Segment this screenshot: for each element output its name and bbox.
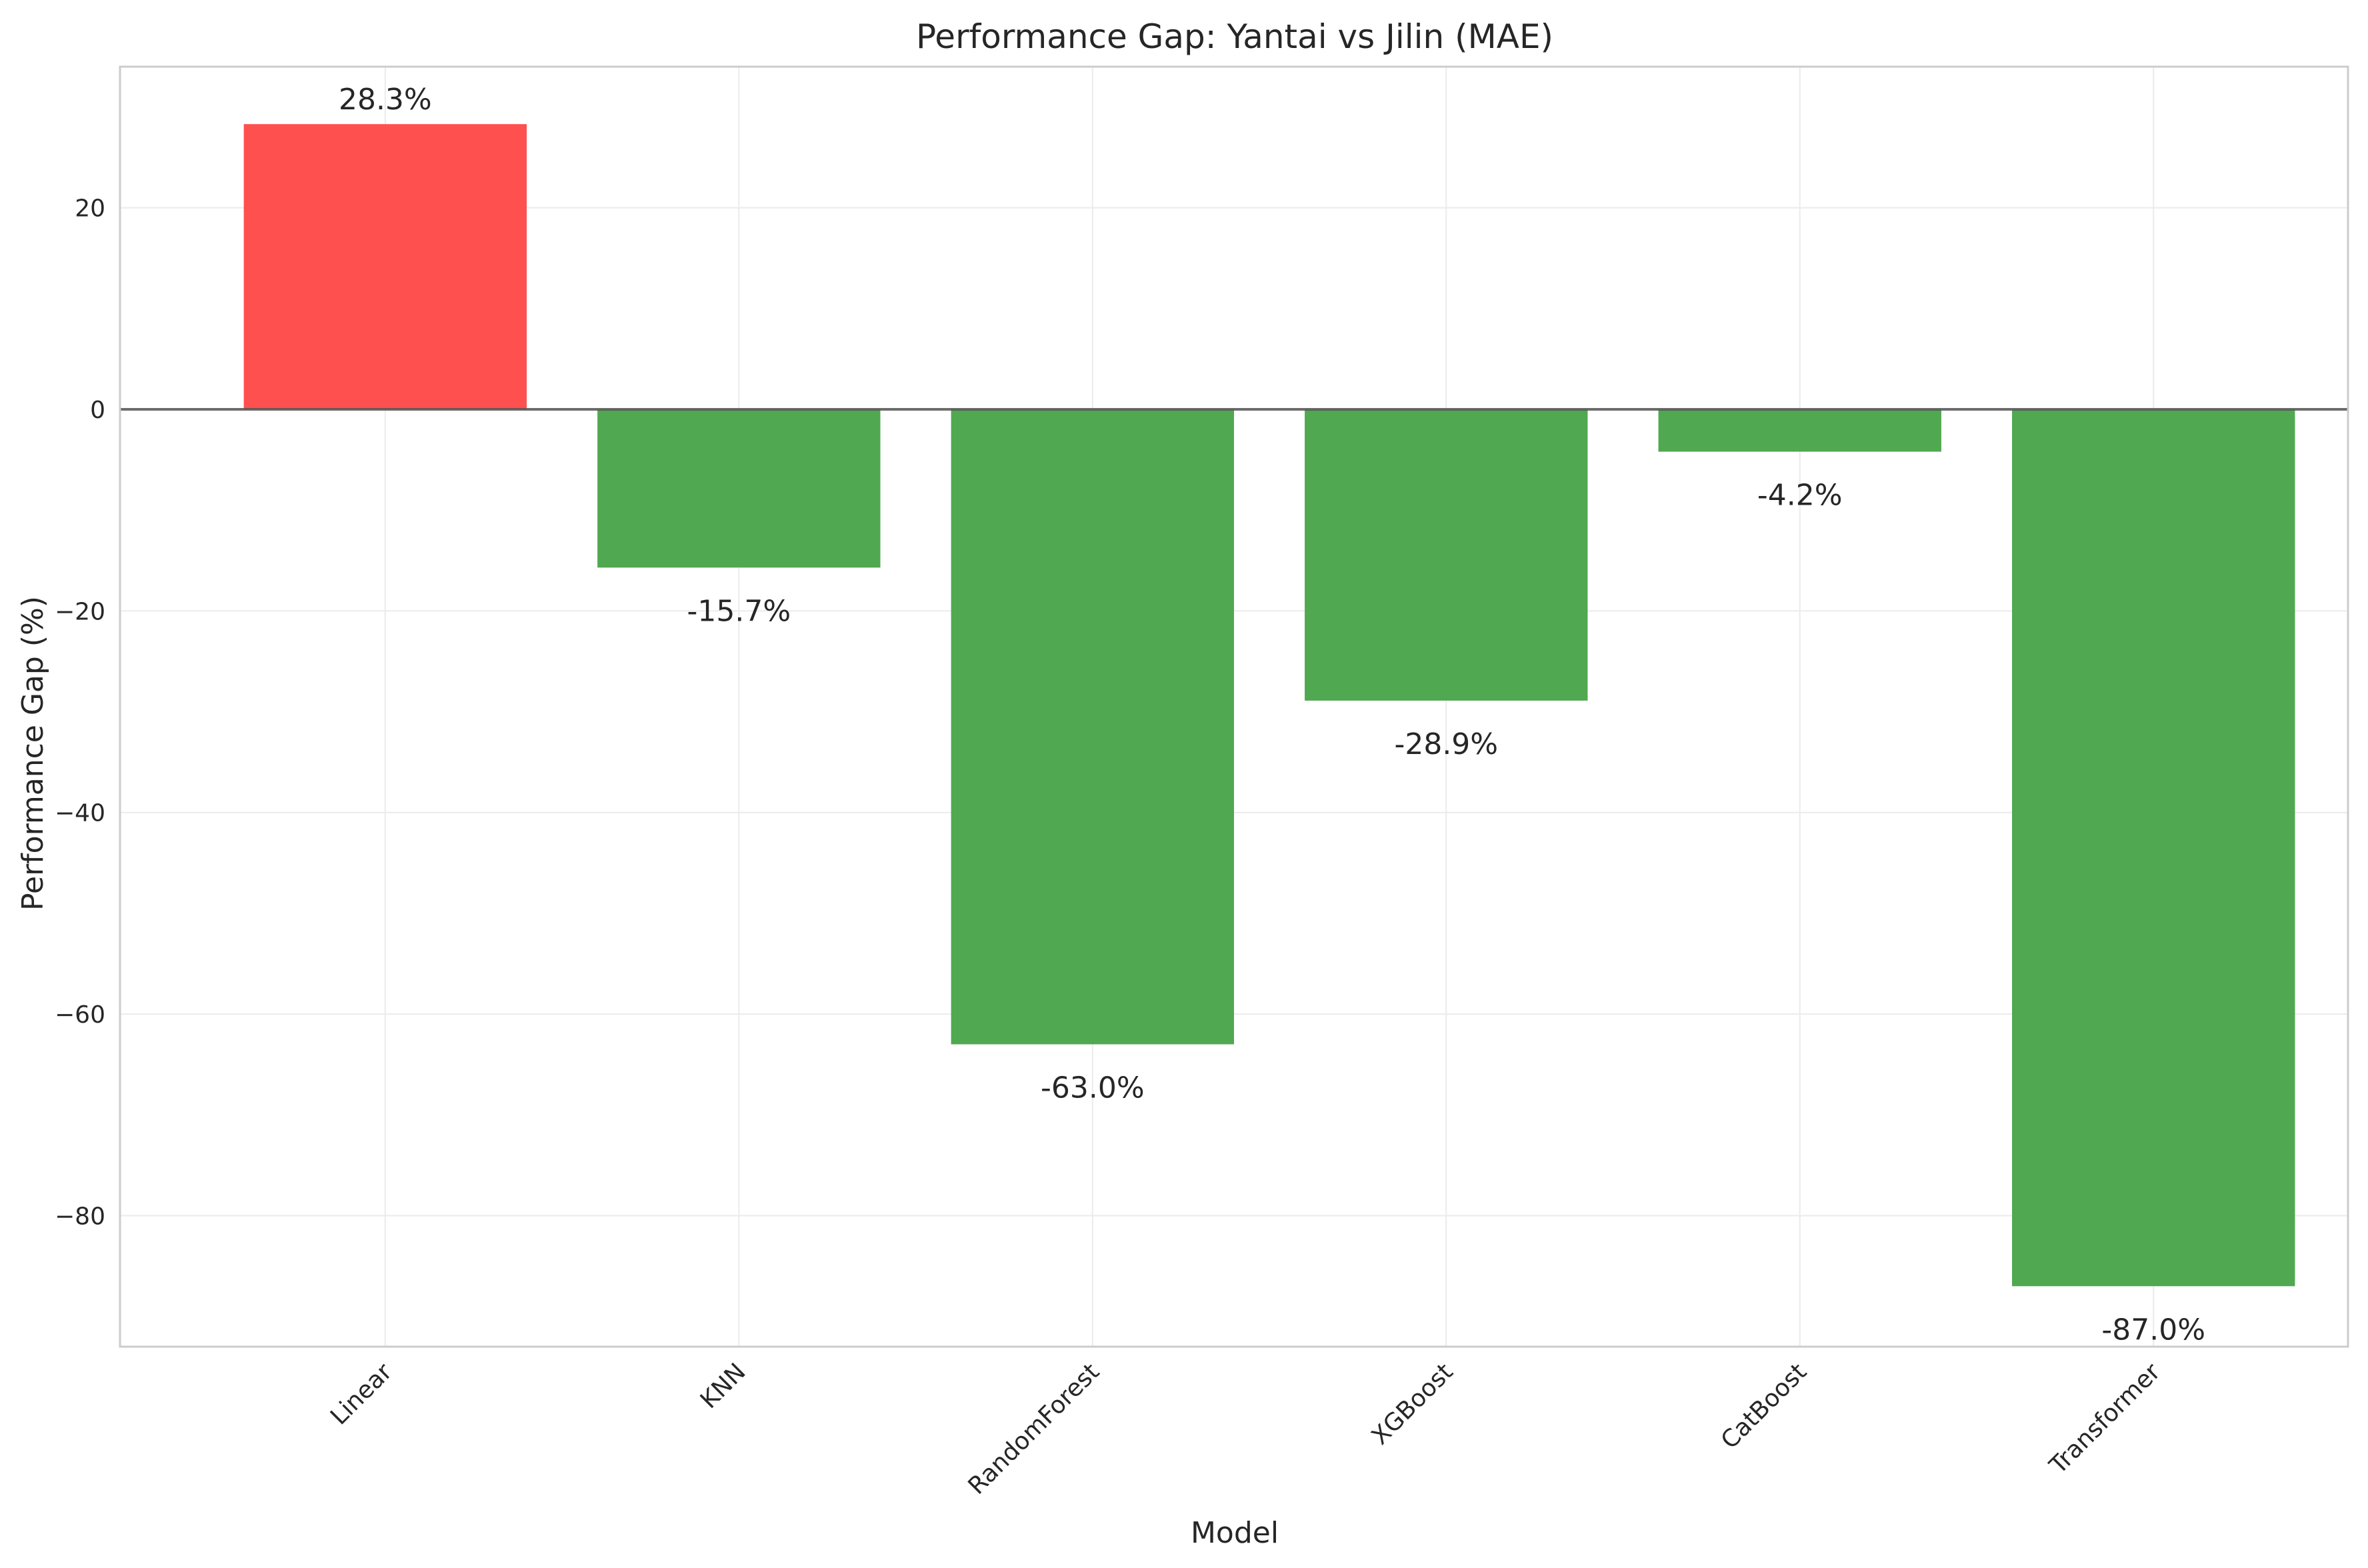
y-tick-label: 20 bbox=[75, 195, 105, 223]
y-tick-label: −20 bbox=[55, 598, 105, 625]
x-tick-label-catboost: CatBoost bbox=[1716, 1358, 1812, 1454]
x-tick-label-linear: Linear bbox=[325, 1358, 397, 1430]
bar-randomforest bbox=[951, 409, 1234, 1045]
y-tick-label: 0 bbox=[90, 397, 105, 424]
x-tick-label-xgboost: XGBoost bbox=[1367, 1358, 1459, 1450]
x-axis-label: Model bbox=[1191, 1516, 1279, 1550]
bar-knn bbox=[597, 409, 881, 568]
y-tick-label: −80 bbox=[55, 1203, 105, 1230]
plot-frame bbox=[119, 65, 2349, 1348]
x-tick-labels: Linear KNN RandomForest XGBoost CatBoost Tran… bbox=[325, 1358, 2166, 1500]
x-tick-label-randomforest: RandomForest bbox=[963, 1358, 1105, 1500]
bar-transformer bbox=[2012, 409, 2295, 1287]
bar-catboost bbox=[1658, 409, 1941, 452]
value-label-randomforest: -63.0% bbox=[1041, 1071, 1145, 1105]
bar-linear bbox=[243, 124, 527, 410]
bar-xgboost bbox=[1305, 409, 1588, 701]
x-tick-label-transformer: Transformer bbox=[2044, 1358, 2166, 1480]
chart-title: Performance Gap: Yantai vs Jilin (MAE) bbox=[916, 17, 1553, 56]
value-label-xgboost: -28.9% bbox=[1394, 727, 1498, 761]
bars bbox=[243, 124, 2295, 1287]
y-tick-label: −60 bbox=[55, 1001, 105, 1029]
value-label-catboost: -4.2% bbox=[1757, 479, 1843, 513]
y-tick-labels: 20 0 −20 −40 −60 −80 bbox=[55, 195, 105, 1231]
y-axis-label: Performance Gap (%) bbox=[16, 596, 50, 911]
y-tick-label: −40 bbox=[55, 800, 105, 827]
value-labels: 28.3% -15.7% -63.0% -28.9% -4.2% -87.0% bbox=[339, 83, 2205, 1347]
value-label-transformer: -87.0% bbox=[2101, 1313, 2205, 1347]
value-label-linear: 28.3% bbox=[339, 83, 432, 117]
x-tick-label-knn: KNN bbox=[695, 1358, 751, 1414]
value-label-knn: -15.7% bbox=[687, 594, 791, 628]
